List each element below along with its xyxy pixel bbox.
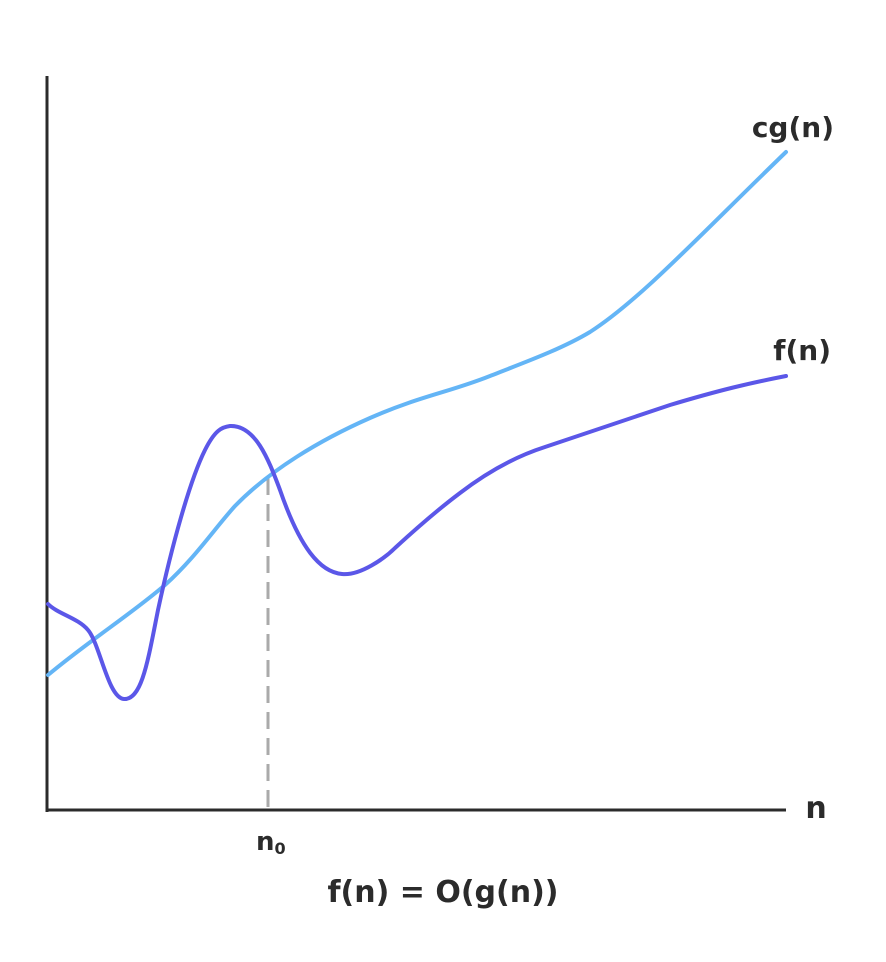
x-axis-label: n [805, 791, 826, 826]
f-n-label: f(n) [773, 334, 831, 367]
formula-label: f(n) = O(g(n)) [327, 875, 558, 910]
threshold-label: n0 [256, 827, 286, 858]
cg-n-label: cg(n) [752, 111, 834, 144]
cg-n-curve [46, 150, 788, 677]
threshold-label-main: n [256, 827, 275, 857]
threshold-label-subscript: 0 [275, 839, 286, 858]
f-n-curve [46, 374, 788, 702]
